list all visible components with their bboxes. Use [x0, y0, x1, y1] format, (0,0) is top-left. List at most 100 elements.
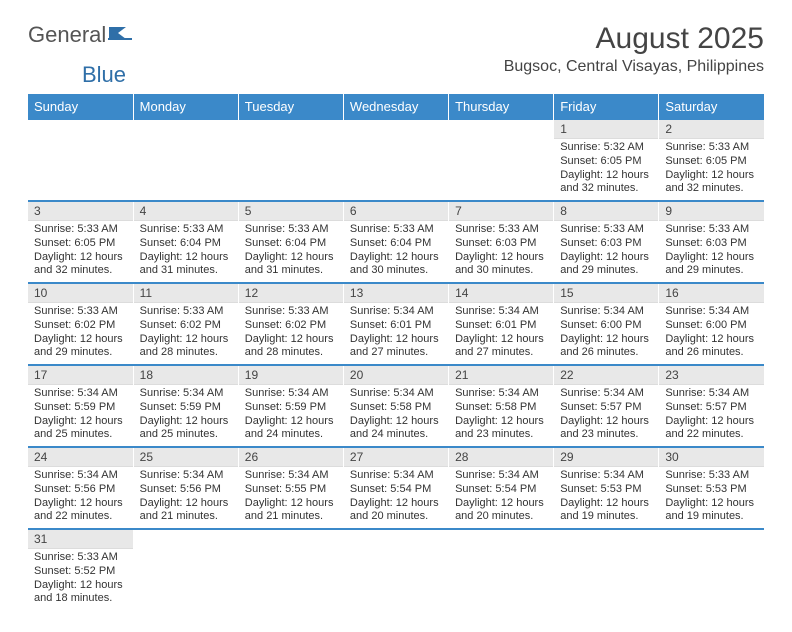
day-number-empty: [134, 120, 238, 138]
calendar-cell: 31Sunrise: 5:33 AMSunset: 5:52 PMDayligh…: [28, 529, 133, 610]
calendar-cell: [659, 529, 764, 610]
calendar-cell: 28Sunrise: 5:34 AMSunset: 5:54 PMDayligh…: [449, 447, 554, 529]
calendar-cell: 16Sunrise: 5:34 AMSunset: 6:00 PMDayligh…: [659, 283, 764, 365]
day-number: 16: [659, 284, 764, 303]
calendar-week: 3Sunrise: 5:33 AMSunset: 6:05 PMDaylight…: [28, 201, 764, 283]
calendar-cell: [343, 529, 448, 610]
day-number-empty: [239, 120, 343, 138]
day-details: Sunrise: 5:34 AMSunset: 5:59 PMDaylight:…: [28, 385, 133, 446]
day-number: 8: [554, 202, 658, 221]
calendar-cell: 12Sunrise: 5:33 AMSunset: 6:02 PMDayligh…: [238, 283, 343, 365]
calendar-cell: 1Sunrise: 5:32 AMSunset: 6:05 PMDaylight…: [554, 120, 659, 202]
day-details: Sunrise: 5:33 AMSunset: 6:03 PMDaylight:…: [554, 221, 658, 282]
calendar-cell: 23Sunrise: 5:34 AMSunset: 5:57 PMDayligh…: [659, 365, 764, 447]
day-details: Sunrise: 5:34 AMSunset: 5:59 PMDaylight:…: [239, 385, 343, 446]
day-number: 1: [554, 120, 658, 139]
day-details: Sunrise: 5:34 AMSunset: 5:58 PMDaylight:…: [449, 385, 553, 446]
calendar-week: 31Sunrise: 5:33 AMSunset: 5:52 PMDayligh…: [28, 529, 764, 610]
day-details: Sunrise: 5:34 AMSunset: 5:56 PMDaylight:…: [28, 467, 133, 528]
day-number: 22: [554, 366, 658, 385]
calendar-cell: [28, 120, 133, 202]
day-details: Sunrise: 5:33 AMSunset: 6:03 PMDaylight:…: [659, 221, 764, 282]
day-number: 3: [28, 202, 133, 221]
day-number: 19: [239, 366, 343, 385]
day-details: Sunrise: 5:34 AMSunset: 5:56 PMDaylight:…: [134, 467, 238, 528]
day-number: 21: [449, 366, 553, 385]
day-number: 14: [449, 284, 553, 303]
calendar-cell: 3Sunrise: 5:33 AMSunset: 6:05 PMDaylight…: [28, 201, 133, 283]
day-details: Sunrise: 5:33 AMSunset: 6:05 PMDaylight:…: [28, 221, 133, 282]
day-details: Sunrise: 5:34 AMSunset: 5:54 PMDaylight:…: [449, 467, 553, 528]
calendar-cell: 29Sunrise: 5:34 AMSunset: 5:53 PMDayligh…: [554, 447, 659, 529]
weekday-row: SundayMondayTuesdayWednesdayThursdayFrid…: [28, 94, 764, 120]
day-number: 15: [554, 284, 658, 303]
day-number: 23: [659, 366, 764, 385]
calendar-cell: 21Sunrise: 5:34 AMSunset: 5:58 PMDayligh…: [449, 365, 554, 447]
weekday-header: Monday: [133, 94, 238, 120]
calendar-cell: 5Sunrise: 5:33 AMSunset: 6:04 PMDaylight…: [238, 201, 343, 283]
day-number: 4: [134, 202, 238, 221]
calendar-cell: 15Sunrise: 5:34 AMSunset: 6:00 PMDayligh…: [554, 283, 659, 365]
day-number: 5: [239, 202, 343, 221]
calendar-week: 17Sunrise: 5:34 AMSunset: 5:59 PMDayligh…: [28, 365, 764, 447]
day-details: Sunrise: 5:33 AMSunset: 6:03 PMDaylight:…: [449, 221, 553, 282]
day-number: 11: [134, 284, 238, 303]
day-details: Sunrise: 5:33 AMSunset: 5:53 PMDaylight:…: [659, 467, 764, 528]
day-number: 28: [449, 448, 553, 467]
day-number: 27: [344, 448, 448, 467]
day-number: 6: [344, 202, 448, 221]
calendar-body: 1Sunrise: 5:32 AMSunset: 6:05 PMDaylight…: [28, 120, 764, 611]
day-details: Sunrise: 5:33 AMSunset: 6:04 PMDaylight:…: [344, 221, 448, 282]
day-number: 25: [134, 448, 238, 467]
day-details: Sunrise: 5:34 AMSunset: 5:54 PMDaylight:…: [344, 467, 448, 528]
day-details: Sunrise: 5:34 AMSunset: 6:01 PMDaylight:…: [449, 303, 553, 364]
logo-text-2: Blue: [82, 62, 126, 88]
calendar-cell: 14Sunrise: 5:34 AMSunset: 6:01 PMDayligh…: [449, 283, 554, 365]
calendar-cell: 10Sunrise: 5:33 AMSunset: 6:02 PMDayligh…: [28, 283, 133, 365]
calendar-head: SundayMondayTuesdayWednesdayThursdayFrid…: [28, 94, 764, 120]
calendar-cell: 13Sunrise: 5:34 AMSunset: 6:01 PMDayligh…: [343, 283, 448, 365]
calendar-cell: [238, 120, 343, 202]
calendar-cell: 7Sunrise: 5:33 AMSunset: 6:03 PMDaylight…: [449, 201, 554, 283]
weekday-header: Saturday: [659, 94, 764, 120]
day-number-empty: [659, 530, 764, 548]
calendar-cell: [133, 529, 238, 610]
day-details: Sunrise: 5:34 AMSunset: 6:01 PMDaylight:…: [344, 303, 448, 364]
day-number: 12: [239, 284, 343, 303]
day-details: Sunrise: 5:34 AMSunset: 6:00 PMDaylight:…: [659, 303, 764, 364]
day-number: 31: [28, 530, 133, 549]
calendar-week: 1Sunrise: 5:32 AMSunset: 6:05 PMDaylight…: [28, 120, 764, 202]
day-details: Sunrise: 5:34 AMSunset: 5:58 PMDaylight:…: [344, 385, 448, 446]
calendar-week: 24Sunrise: 5:34 AMSunset: 5:56 PMDayligh…: [28, 447, 764, 529]
day-number: 2: [659, 120, 764, 139]
day-details: Sunrise: 5:34 AMSunset: 5:59 PMDaylight:…: [134, 385, 238, 446]
calendar-cell: 25Sunrise: 5:34 AMSunset: 5:56 PMDayligh…: [133, 447, 238, 529]
calendar-cell: 26Sunrise: 5:34 AMSunset: 5:55 PMDayligh…: [238, 447, 343, 529]
day-number: 7: [449, 202, 553, 221]
calendar-cell: 24Sunrise: 5:34 AMSunset: 5:56 PMDayligh…: [28, 447, 133, 529]
day-details: Sunrise: 5:33 AMSunset: 6:02 PMDaylight:…: [239, 303, 343, 364]
day-number-empty: [554, 530, 658, 548]
weekday-header: Sunday: [28, 94, 133, 120]
calendar-cell: [449, 120, 554, 202]
weekday-header: Tuesday: [238, 94, 343, 120]
calendar-cell: 6Sunrise: 5:33 AMSunset: 6:04 PMDaylight…: [343, 201, 448, 283]
calendar-cell: [133, 120, 238, 202]
day-number: 20: [344, 366, 448, 385]
day-details: Sunrise: 5:33 AMSunset: 6:02 PMDaylight:…: [134, 303, 238, 364]
day-number: 17: [28, 366, 133, 385]
day-number-empty: [344, 530, 448, 548]
day-details: Sunrise: 5:33 AMSunset: 6:04 PMDaylight:…: [239, 221, 343, 282]
calendar-cell: 8Sunrise: 5:33 AMSunset: 6:03 PMDaylight…: [554, 201, 659, 283]
day-details: Sunrise: 5:33 AMSunset: 6:02 PMDaylight:…: [28, 303, 133, 364]
day-number: 30: [659, 448, 764, 467]
day-number-empty: [449, 530, 553, 548]
flag-icon: [108, 22, 134, 48]
page-subtitle: Bugsoc, Central Visayas, Philippines: [504, 58, 764, 76]
day-number: 13: [344, 284, 448, 303]
day-details: Sunrise: 5:33 AMSunset: 6:05 PMDaylight:…: [659, 139, 764, 200]
day-details: Sunrise: 5:34 AMSunset: 5:57 PMDaylight:…: [554, 385, 658, 446]
day-details: Sunrise: 5:32 AMSunset: 6:05 PMDaylight:…: [554, 139, 658, 200]
calendar-cell: 17Sunrise: 5:34 AMSunset: 5:59 PMDayligh…: [28, 365, 133, 447]
calendar-cell: 18Sunrise: 5:34 AMSunset: 5:59 PMDayligh…: [133, 365, 238, 447]
